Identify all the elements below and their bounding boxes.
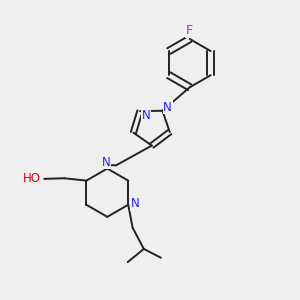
Text: N: N xyxy=(130,197,140,210)
Text: F: F xyxy=(186,24,193,37)
Text: N: N xyxy=(164,101,172,114)
Text: HO: HO xyxy=(23,172,41,185)
Text: N: N xyxy=(142,109,150,122)
Text: N: N xyxy=(101,156,110,169)
